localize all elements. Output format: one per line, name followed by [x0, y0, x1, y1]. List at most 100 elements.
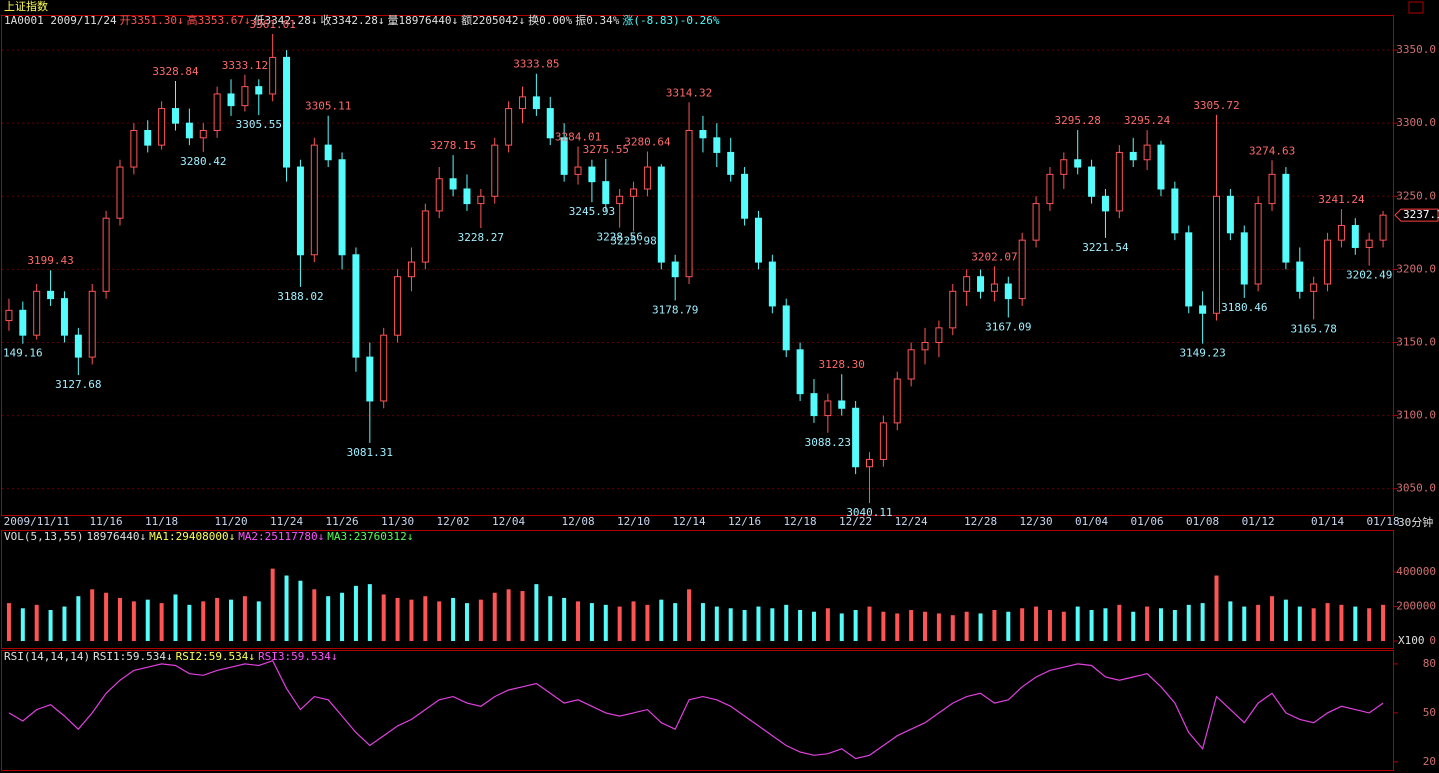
- x-tick-label: 01/12: [1242, 515, 1275, 528]
- legend-item: RSI(14,14,14): [4, 650, 90, 663]
- volume-bar: [673, 603, 678, 642]
- y-tick-label: 0: [1429, 634, 1436, 647]
- candle-body: [33, 290, 41, 336]
- candle-body: [172, 108, 179, 124]
- volume-bar: [367, 584, 372, 642]
- low-label: 3305.55: [236, 118, 282, 131]
- candle-body: [810, 393, 818, 417]
- volume-bar: [617, 606, 622, 642]
- volume-bar: [589, 603, 594, 642]
- candle-body: [19, 309, 27, 336]
- volume-bar: [1381, 604, 1386, 642]
- volume-bar: [353, 585, 358, 642]
- candle-body: [741, 173, 749, 219]
- volume-bar: [1200, 603, 1205, 642]
- low-label: 3180.46: [1221, 301, 1267, 314]
- x-tick-label: 01/04: [1075, 515, 1108, 528]
- volume-bar: [728, 608, 733, 642]
- candle-body: [366, 356, 374, 402]
- candle-body: [990, 283, 998, 292]
- candle-body: [1310, 283, 1318, 292]
- candle-body: [671, 261, 679, 278]
- last-price-marker: [1394, 208, 1439, 222]
- candle-body: [713, 137, 721, 153]
- window-button[interactable]: [1408, 1, 1424, 14]
- candle-body: [1115, 151, 1123, 212]
- volume-bar: [62, 606, 67, 642]
- period-label: 30分钟: [1398, 515, 1433, 529]
- candle-body: [407, 261, 415, 278]
- volume-bar: [811, 611, 816, 642]
- legend-item: MA1:29408000↓: [149, 530, 235, 543]
- volume-bar: [229, 599, 234, 642]
- candle-body: [602, 181, 610, 205]
- volume-bar: [76, 596, 81, 642]
- candle-body: [130, 129, 138, 168]
- candle-body: [60, 298, 68, 336]
- candle-body: [449, 178, 457, 190]
- candle-body: [380, 334, 388, 402]
- legend-item: RSI1:59.534↓: [93, 650, 172, 663]
- volume-bar: [909, 610, 914, 642]
- x-tick-label: 12/16: [728, 515, 761, 528]
- x-tick-label: 12/14: [672, 515, 705, 528]
- volume-bar: [409, 599, 414, 642]
- high-label: 3202.07: [971, 250, 1017, 263]
- volume-unit: X100: [1398, 634, 1425, 647]
- volume-bar: [1283, 599, 1288, 642]
- candle-body: [796, 349, 804, 395]
- x-tick-label: 12/04: [492, 515, 525, 528]
- candle-body: [283, 56, 291, 168]
- volume-bar: [20, 608, 25, 642]
- y-tick-label: 3350.0: [1396, 43, 1436, 56]
- candle-body: [1018, 239, 1026, 300]
- candle-body: [185, 122, 193, 139]
- volume-bar: [770, 608, 775, 642]
- volume-bar: [742, 610, 747, 642]
- high-label: 3241.24: [1318, 193, 1365, 206]
- candle-body: [241, 86, 249, 107]
- volume-bar: [1103, 608, 1108, 642]
- legend-text: 1A0001 2009/11/24 开3351.30↓ 高3353.67↓ 低3342…: [4, 13, 720, 27]
- low-label: 3127.68: [55, 378, 101, 391]
- candle-body: [1296, 261, 1304, 292]
- volume-bar: [492, 592, 497, 642]
- volume-bar: [1075, 606, 1080, 642]
- volume-bar: [714, 606, 719, 642]
- candle-body: [977, 276, 985, 292]
- legend-item: 低3342.28↓: [254, 14, 318, 27]
- low-label: 3280.42: [180, 155, 226, 168]
- volume-bar: [1158, 608, 1163, 642]
- volume-bar: [1311, 608, 1316, 642]
- y-tick-label: 200000: [1396, 600, 1436, 613]
- volume-bar: [506, 589, 511, 642]
- volume-bar: [1145, 606, 1150, 642]
- candle-body: [477, 195, 485, 205]
- volume-bar: [1186, 604, 1191, 642]
- rsi-panel: [1, 650, 1394, 771]
- candle-body: [1379, 214, 1387, 241]
- candle-body: [768, 261, 776, 307]
- candle-body: [310, 144, 318, 256]
- candle-body: [227, 93, 235, 107]
- volume-bar: [839, 613, 844, 642]
- x-tick-label: 12/18: [784, 515, 817, 528]
- candle-body: [824, 400, 832, 417]
- volume-bar: [1367, 608, 1372, 642]
- y-tick-label: 50: [1423, 706, 1436, 719]
- candle-body: [616, 195, 624, 205]
- volume-bar: [1242, 606, 1247, 642]
- volume-bar: [756, 606, 761, 642]
- y-tick-label: 20: [1423, 755, 1436, 768]
- candle-body: [1171, 188, 1179, 234]
- volume-bar: [256, 601, 261, 642]
- volume-bar: [1297, 606, 1302, 642]
- candle-body: [963, 276, 971, 292]
- candle-body: [754, 217, 762, 263]
- volume-bar: [1325, 603, 1330, 642]
- volume-bar: [1020, 608, 1025, 642]
- x-tick-label: 11/26: [325, 515, 358, 528]
- candle-body: [1268, 173, 1276, 205]
- volume-bar: [90, 589, 95, 642]
